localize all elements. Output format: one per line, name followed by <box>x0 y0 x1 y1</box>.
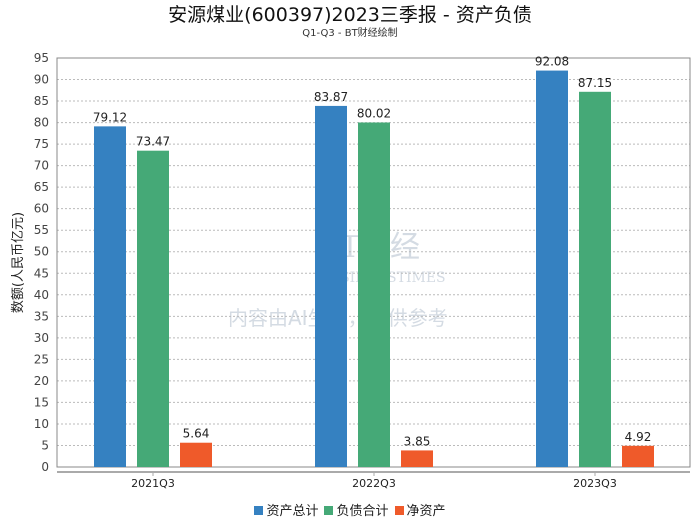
y-tick-label: 85 <box>34 94 49 108</box>
y-tick-label: 90 <box>34 73 49 87</box>
data-label: 5.64 <box>183 427 210 441</box>
y-tick-label: 10 <box>34 417 49 431</box>
y-axis-label: 数额(人民币亿元) <box>11 212 26 313</box>
y-tick-label: 75 <box>34 137 49 151</box>
data-label: 79.12 <box>93 110 127 124</box>
data-label: 80.02 <box>357 106 391 120</box>
legend-item[interactable]: 净资产 <box>394 500 446 519</box>
bar-0 <box>315 105 347 468</box>
y-tick-label: 15 <box>34 395 49 409</box>
legend-item[interactable]: 负债合计 <box>324 500 389 519</box>
y-tick-label: 30 <box>34 331 49 345</box>
bar-0 <box>536 70 568 468</box>
legend-label: 资产总计 <box>266 504 319 519</box>
y-tick-label: 5 <box>41 438 49 452</box>
y-tick-label: 70 <box>34 159 49 173</box>
data-label: 73.47 <box>136 135 170 149</box>
y-tick-label: 35 <box>34 309 49 323</box>
chart-title: 安源煤业(600397)2023三季报 - 资产负债 <box>168 4 532 26</box>
legend-swatch <box>254 506 264 515</box>
legend-swatch <box>324 506 334 515</box>
y-tick-label: 80 <box>34 116 49 130</box>
legend-label: 净资产 <box>406 504 446 519</box>
bar-1 <box>137 150 169 467</box>
bar-2 <box>622 445 654 467</box>
data-label: 92.08 <box>535 55 569 69</box>
x-tick-label: 2023Q3 <box>573 477 617 490</box>
bar-0 <box>94 126 126 467</box>
legend-swatch <box>394 506 404 515</box>
y-tick-label: 45 <box>34 266 49 280</box>
data-label: 83.87 <box>314 90 348 104</box>
data-label: 3.85 <box>404 434 431 448</box>
y-tick-label: 50 <box>34 245 49 259</box>
data-label: 4.92 <box>625 430 652 444</box>
y-tick-label: 55 <box>34 223 49 237</box>
y-tick-label: 0 <box>41 460 49 474</box>
legend-label: 负债合计 <box>336 504 389 519</box>
bar-1 <box>579 91 611 467</box>
chart-subtitle: Q1-Q3 - BT财经绘制 <box>302 28 398 39</box>
x-tick-label: 2021Q3 <box>131 477 175 490</box>
legend: 资产总计 负债合计 净资产 <box>0 500 700 519</box>
legend-item[interactable]: 资产总计 <box>254 500 318 519</box>
y-tick-label: 60 <box>34 202 49 216</box>
data-label: 87.15 <box>578 76 612 90</box>
bar-2 <box>180 442 212 467</box>
bar-1 <box>358 122 390 467</box>
y-tick-label: 25 <box>34 352 49 366</box>
y-tick-label: 65 <box>34 180 49 194</box>
x-tick-label: 2022Q3 <box>352 477 396 490</box>
y-tick-label: 95 <box>34 51 49 65</box>
bar-2 <box>401 450 433 467</box>
y-tick-label: 40 <box>34 288 49 302</box>
y-tick-label: 20 <box>34 374 49 388</box>
